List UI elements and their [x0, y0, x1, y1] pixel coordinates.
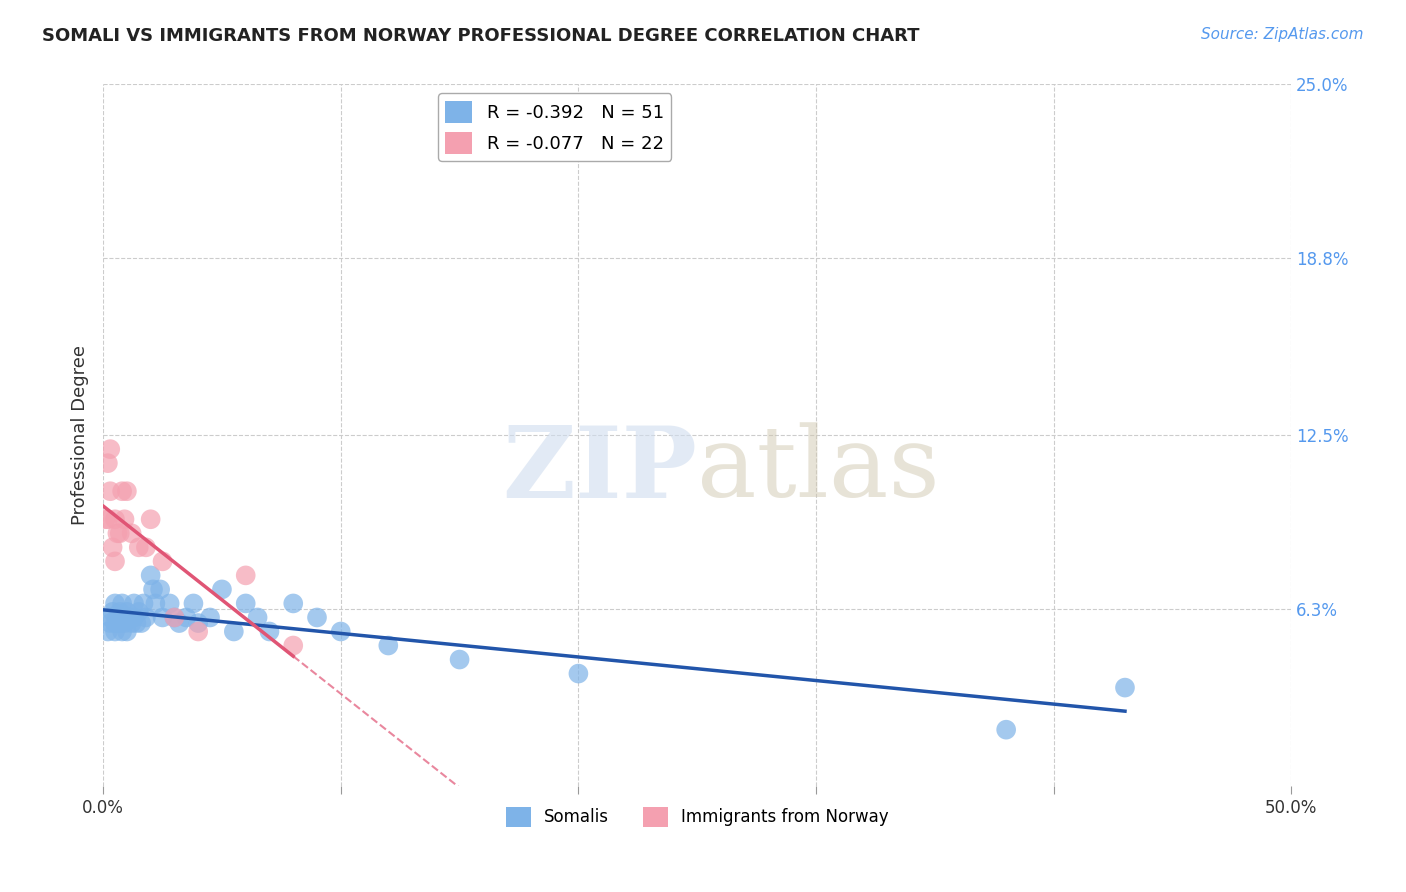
- Immigrants from Norway: [101, 541, 124, 555]
- Somalis: [235, 596, 257, 610]
- Somalis: [183, 596, 205, 610]
- Immigrants from Norway: [235, 568, 257, 582]
- Somalis: [198, 610, 221, 624]
- Somalis: [163, 610, 186, 624]
- Somalis: [145, 596, 167, 610]
- Somalis: [98, 616, 121, 631]
- Somalis: [105, 616, 128, 631]
- Somalis: [114, 610, 136, 624]
- Text: ZIP: ZIP: [502, 422, 697, 518]
- Somalis: [142, 582, 165, 597]
- Immigrants from Norway: [98, 442, 121, 457]
- Immigrants from Norway: [97, 456, 120, 470]
- Somalis: [222, 624, 245, 639]
- Somalis: [104, 624, 127, 639]
- Somalis: [111, 596, 134, 610]
- Somalis: [149, 582, 172, 597]
- Somalis: [104, 596, 127, 610]
- Somalis: [118, 610, 141, 624]
- Immigrants from Norway: [163, 610, 186, 624]
- Immigrants from Norway: [108, 526, 131, 541]
- Somalis: [159, 596, 181, 610]
- Immigrants from Norway: [128, 541, 150, 555]
- Somalis: [129, 616, 152, 631]
- Immigrants from Norway: [114, 512, 136, 526]
- Somalis: [995, 723, 1018, 737]
- Immigrants from Norway: [105, 526, 128, 541]
- Y-axis label: Professional Degree: Professional Degree: [72, 345, 89, 525]
- Somalis: [246, 610, 269, 624]
- Somalis: [377, 639, 399, 653]
- Immigrants from Norway: [139, 512, 162, 526]
- Somalis: [128, 605, 150, 619]
- Immigrants from Norway: [97, 512, 120, 526]
- Immigrants from Norway: [152, 554, 174, 568]
- Somalis: [108, 605, 131, 619]
- Somalis: [98, 610, 121, 624]
- Immigrants from Norway: [187, 624, 209, 639]
- Text: SOMALI VS IMMIGRANTS FROM NORWAY PROFESSIONAL DEGREE CORRELATION CHART: SOMALI VS IMMIGRANTS FROM NORWAY PROFESS…: [42, 27, 920, 45]
- Somalis: [121, 616, 143, 631]
- Somalis: [283, 596, 305, 610]
- Immigrants from Norway: [98, 484, 121, 499]
- Immigrants from Norway: [121, 526, 143, 541]
- Somalis: [152, 610, 174, 624]
- Somalis: [104, 616, 127, 631]
- Immigrants from Norway: [115, 484, 138, 499]
- Somalis: [259, 624, 281, 639]
- Immigrants from Norway: [135, 541, 157, 555]
- Somalis: [139, 568, 162, 582]
- Somalis: [187, 616, 209, 631]
- Text: Source: ZipAtlas.com: Source: ZipAtlas.com: [1201, 27, 1364, 42]
- Somalis: [114, 616, 136, 631]
- Immigrants from Norway: [104, 512, 127, 526]
- Somalis: [167, 616, 190, 631]
- Immigrants from Norway: [104, 554, 127, 568]
- Somalis: [101, 605, 124, 619]
- Somalis: [122, 596, 145, 610]
- Somalis: [329, 624, 352, 639]
- Somalis: [176, 610, 198, 624]
- Somalis: [115, 605, 138, 619]
- Text: atlas: atlas: [697, 422, 941, 518]
- Somalis: [132, 596, 155, 610]
- Immigrants from Norway: [283, 639, 305, 653]
- Somalis: [449, 652, 471, 666]
- Immigrants from Norway: [94, 512, 117, 526]
- Somalis: [135, 610, 157, 624]
- Somalis: [97, 624, 120, 639]
- Somalis: [567, 666, 589, 681]
- Somalis: [122, 610, 145, 624]
- Somalis: [211, 582, 233, 597]
- Somalis: [125, 616, 148, 631]
- Immigrants from Norway: [111, 484, 134, 499]
- Somalis: [105, 610, 128, 624]
- Somalis: [115, 624, 138, 639]
- Somalis: [305, 610, 328, 624]
- Somalis: [111, 624, 134, 639]
- Legend: Somalis, Immigrants from Norway: Somalis, Immigrants from Norway: [499, 800, 896, 833]
- Somalis: [108, 616, 131, 631]
- Somalis: [1114, 681, 1136, 695]
